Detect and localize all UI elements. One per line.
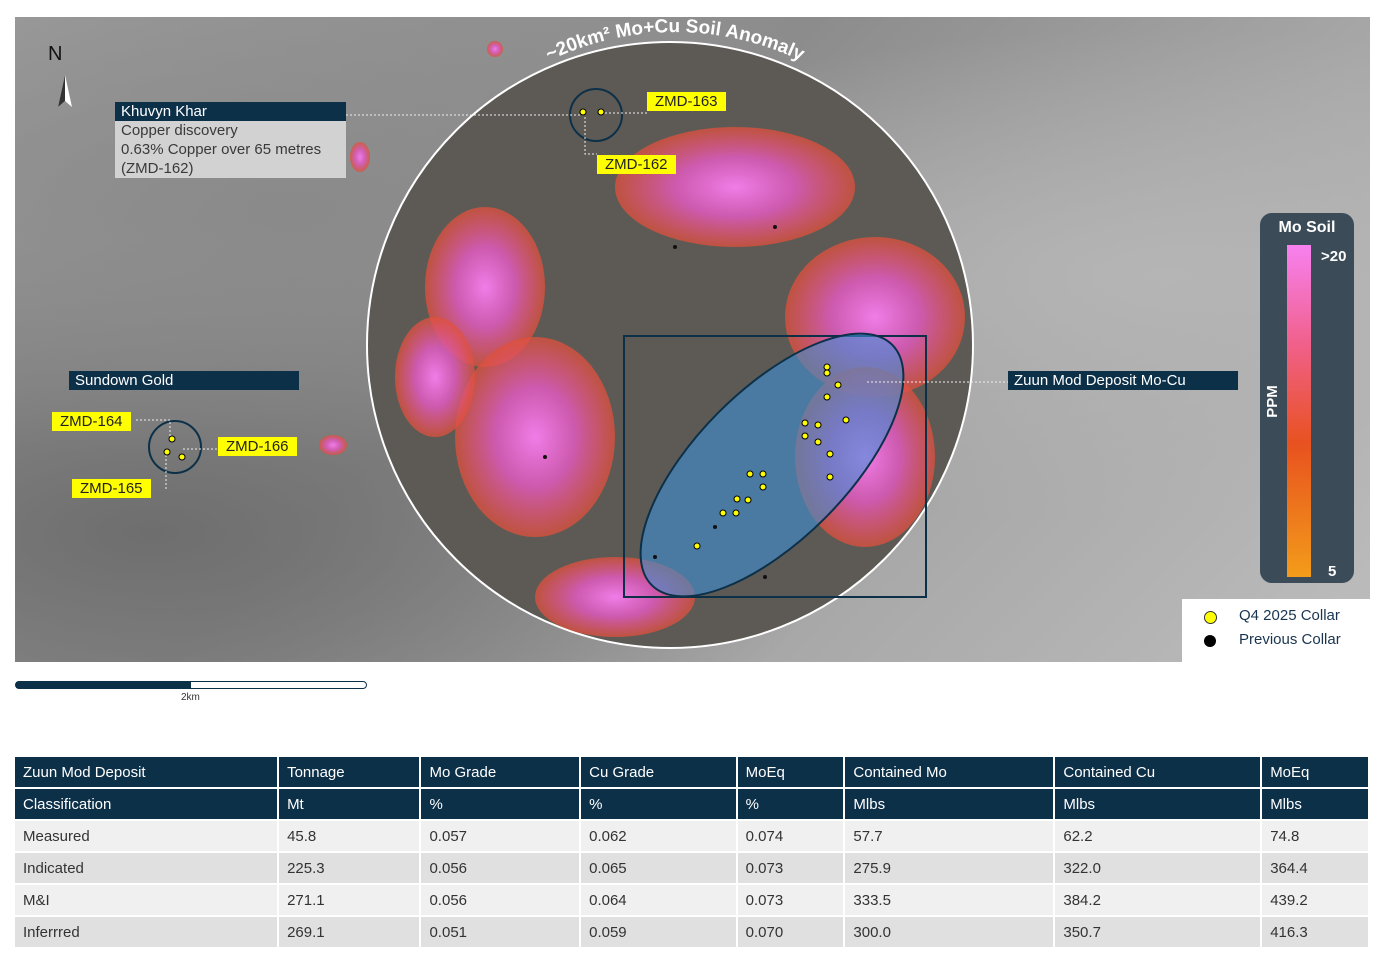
table-cell: Classification: [15, 788, 280, 821]
khuvyn-line: 0.63% Copper over 65 metres: [115, 140, 346, 159]
table-cell: 74.8: [1261, 820, 1370, 853]
table-row: Indicated 225.3 0.056 0.065 0.073 275.9 322.0 3…: [15, 852, 1370, 885]
table-cell: MoEq: [1261, 757, 1370, 789]
map-overlay: ~20km² Mo+Cu Soil Anomaly: [58, 17, 1008, 649]
table-cell: Zuun Mod Deposit: [15, 757, 280, 789]
table-row: Inferrred 269.1 0.051 0.059 0.070 300.0 350.7 4…: [15, 916, 1370, 949]
deposit-box: [623, 335, 927, 598]
table-row: M&I 271.1 0.056 0.064 0.073 333.5 384.2 439.2: [15, 884, 1370, 917]
table-cell: 275.9: [844, 852, 1056, 885]
sundown-circle: [148, 420, 202, 474]
table-cell: 0.074: [736, 820, 846, 853]
table-cell: 0.056: [420, 852, 582, 885]
table-cell: Cu Grade: [580, 757, 738, 789]
mo-soil-colorbar: Mo Soil >20 5 PPM: [1260, 213, 1354, 583]
table-cell: M&I: [15, 884, 280, 917]
north-label: N: [48, 43, 63, 65]
table-cell: MoEq: [736, 757, 846, 789]
table-cell: 225.3: [278, 852, 422, 885]
previous-collars: [543, 225, 777, 579]
table-cell: Mo Grade: [420, 757, 582, 789]
table-cell: 0.056: [420, 884, 582, 917]
hole-label-zmd166: ZMD-166: [218, 437, 297, 456]
table-cell: Measured: [15, 820, 280, 853]
zuun-label: Zuun Mod Deposit Mo-Cu: [1008, 371, 1238, 390]
table-cell: 350.7: [1054, 916, 1263, 949]
khuvyn-title: Khuvyn Khar: [115, 102, 346, 121]
table-cell: 416.3: [1261, 916, 1370, 949]
legend-q4: Q4 2025 Collar: [1239, 607, 1340, 624]
table-cell: 57.7: [844, 820, 1056, 853]
hole-label-zmd165: ZMD-165: [72, 479, 151, 498]
table-cell: 0.073: [736, 884, 846, 917]
table-cell: 322.0: [1054, 852, 1263, 885]
q4-collar-icon: [1204, 611, 1217, 624]
table-cell: %: [580, 788, 738, 821]
table-cell: 0.064: [580, 884, 738, 917]
hole-label-zmd164: ZMD-164: [52, 412, 131, 431]
table-cell: Mlbs: [1261, 788, 1370, 821]
table-cell: Contained Cu: [1054, 757, 1263, 789]
leader-lines: [136, 112, 1008, 489]
khuvyn-callout: Khuvyn Khar Copper discovery 0.63% Coppe…: [115, 102, 346, 178]
colorbar-max: >20: [1321, 248, 1347, 265]
scale-bar: [15, 681, 367, 689]
table-cell: Mt: [278, 788, 422, 821]
table-cell: 364.4: [1261, 852, 1370, 885]
north-arrow-icon: [58, 75, 72, 107]
scale-label: 2km: [181, 692, 200, 703]
table-cell: 0.062: [580, 820, 738, 853]
hole-label-zmd163: ZMD-163: [647, 92, 726, 111]
hole-label-zmd162: ZMD-162: [597, 155, 676, 174]
colorbar-gradient: [1287, 245, 1311, 577]
collars: [163, 108, 850, 550]
table-cell: Tonnage: [278, 757, 422, 789]
table-cell: 439.2: [1261, 884, 1370, 917]
map: ~20km² Mo+Cu Soil Anomaly N Khuvyn Khar …: [15, 17, 1370, 662]
table-cell: 0.070: [736, 916, 846, 949]
colorbar-unit: PPM: [1263, 385, 1281, 418]
table-cell: 271.1: [278, 884, 422, 917]
table-cell: 0.059: [580, 916, 738, 949]
collar-legend: Q4 2025 Collar Previous Collar: [1182, 599, 1370, 662]
table-cell: 0.051: [420, 916, 582, 949]
table-cell: Mlbs: [1054, 788, 1263, 821]
previous-collar-icon: [1204, 635, 1216, 647]
table-cell: 0.057: [420, 820, 582, 853]
table-row: Zuun Mod Deposit Tonnage Mo Grade Cu Grade M…: [15, 757, 1370, 789]
khuvyn-line: (ZMD-162): [115, 159, 346, 178]
table-cell: 45.8: [278, 820, 422, 853]
sundown-label: Sundown Gold: [69, 371, 299, 390]
table-cell: Inferrred: [15, 916, 280, 949]
resource-table: Zuun Mod Deposit Tonnage Mo Grade Cu Grade M…: [15, 757, 1370, 949]
table-cell: 62.2: [1054, 820, 1263, 853]
table-row: Measured 45.8 0.057 0.062 0.074 57.7 62.2 74.8: [15, 820, 1370, 853]
table-cell: 384.2: [1054, 884, 1263, 917]
khuvyn-line: Copper discovery: [115, 121, 346, 140]
table-cell: 0.073: [736, 852, 846, 885]
table-cell: 0.065: [580, 852, 738, 885]
table-cell: 333.5: [844, 884, 1056, 917]
table-row: Classification Mt%%% Mlbs Mlbs Mlbs: [15, 788, 1370, 821]
colorbar-min: 5: [1328, 563, 1337, 580]
table-cell: %: [420, 788, 582, 821]
table-cell: Mlbs: [844, 788, 1056, 821]
deposit-outline: [639, 332, 905, 598]
table-cell: Contained Mo: [844, 757, 1056, 789]
table-cell: 269.1: [278, 916, 422, 949]
table-cell: %: [736, 788, 846, 821]
colorbar-title: Mo Soil: [1278, 219, 1336, 236]
table-cell: Indicated: [15, 852, 280, 885]
table-cell: 300.0: [844, 916, 1056, 949]
legend-previous: Previous Collar: [1239, 631, 1341, 648]
